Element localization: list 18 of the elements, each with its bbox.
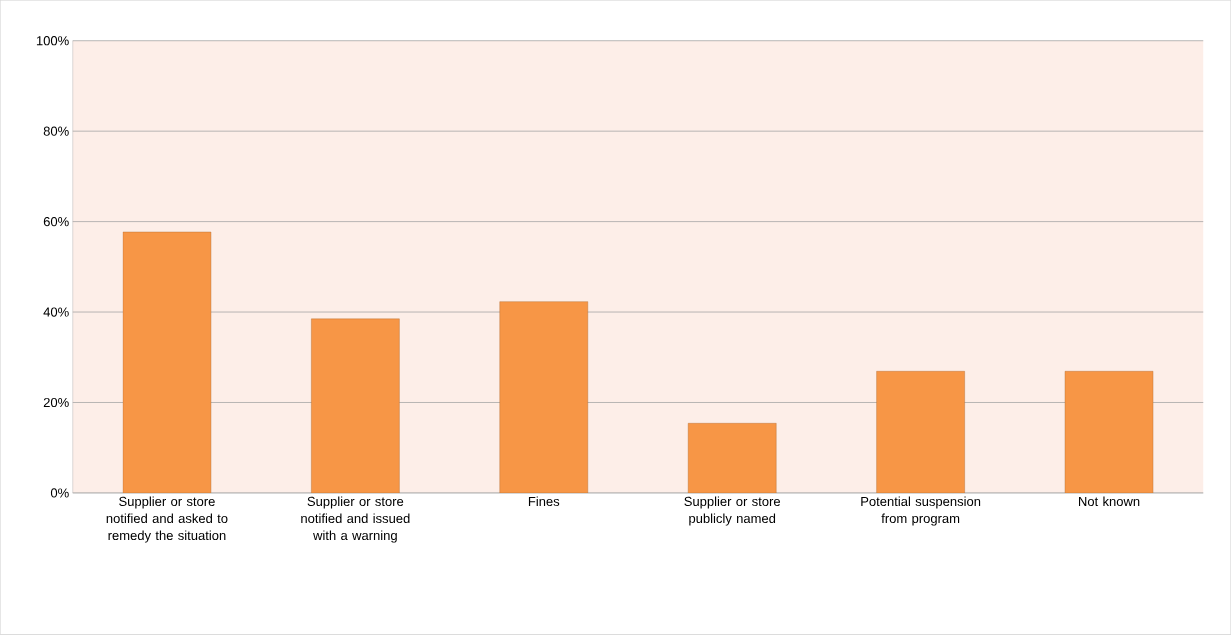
y-tick-label: 60% bbox=[43, 217, 69, 227]
y-tick-label: 100% bbox=[36, 36, 69, 46]
bar bbox=[122, 231, 212, 494]
y-tick-label: 20% bbox=[43, 398, 69, 408]
bar bbox=[311, 318, 400, 494]
bar bbox=[687, 423, 777, 494]
x-tick-label: Not known bbox=[1079, 496, 1140, 507]
x-tick-label: Fines bbox=[528, 496, 560, 507]
bar bbox=[499, 301, 588, 494]
y-tick-label: 0% bbox=[50, 488, 69, 498]
x-tick-label: Supplier or store notified and asked to remedy the situation bbox=[106, 496, 228, 543]
bar bbox=[876, 371, 965, 494]
x-tick-label: Potential suspension from program bbox=[861, 496, 981, 526]
y-tick-label: 40% bbox=[43, 307, 69, 317]
x-tick-label: Supplier or store publicly named bbox=[684, 496, 781, 526]
bar bbox=[1064, 371, 1154, 494]
y-tick-label: 80% bbox=[43, 126, 69, 136]
x-tick-label: Supplier or store notified and issued with a warning bbox=[301, 496, 410, 543]
